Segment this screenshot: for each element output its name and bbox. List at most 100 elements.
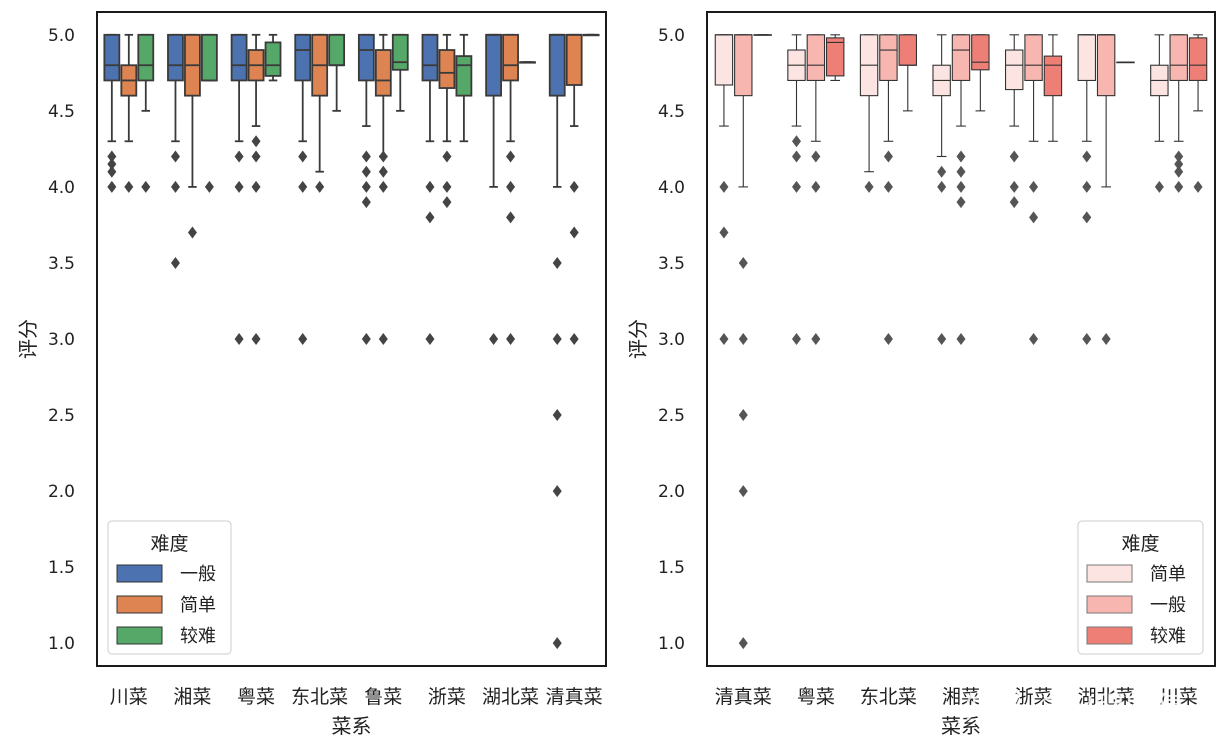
outlier-point — [361, 333, 371, 345]
box-body — [485, 33, 502, 97]
watermark: 知乎 @AI程序猿 — [966, 691, 1185, 726]
x-tick-label: 浙菜 — [428, 686, 466, 708]
outlier-point — [552, 256, 562, 269]
box-body — [103, 33, 121, 82]
box-body — [714, 34, 734, 86]
legend-swatch — [1086, 626, 1133, 645]
outlier-point — [552, 637, 562, 650]
box-body — [230, 33, 248, 82]
box-body — [421, 33, 439, 82]
outlier-point — [956, 333, 966, 345]
y-tick-label: 2.5 — [48, 406, 75, 426]
x-tick-label: 川菜 — [1160, 686, 1198, 708]
x-tick-label: 湘菜 — [173, 686, 211, 708]
left-chart: 1.0 1.5 2.0 2.5 3.0 3.5 4.0 4.5 5.0 川菜 湘菜 粤菜 东北菜 鲁菜 浙菜… — [16, 11, 607, 738]
outlier-point — [792, 150, 802, 163]
box-body — [137, 33, 155, 82]
outlier-point — [552, 409, 562, 422]
outlier-point — [1174, 158, 1184, 171]
outlier-point — [956, 165, 966, 178]
x-tick-label: 东北菜 — [860, 686, 917, 708]
outlier-point — [489, 333, 499, 345]
outlier-point — [792, 333, 802, 345]
outlier-point — [1154, 180, 1164, 193]
outlier-point — [442, 150, 452, 163]
outlier-point — [442, 180, 452, 193]
outlier-point — [937, 165, 947, 178]
box-body — [1169, 34, 1188, 81]
legend-title: 难度 — [150, 533, 188, 555]
legend-swatch — [116, 564, 163, 583]
outlier-point — [1029, 180, 1039, 193]
x-tick-label: 川菜 — [110, 686, 148, 708]
outlier-point — [234, 150, 244, 163]
x-axis-label: 菜系 — [332, 714, 372, 738]
outlier-point — [1009, 196, 1019, 209]
outlier-point — [883, 333, 893, 345]
plot-frame — [96, 11, 607, 667]
y-tick-label: 1.0 — [658, 634, 685, 654]
y-tick-label: 2.0 — [658, 482, 685, 502]
box-body — [565, 33, 583, 86]
legend-title: 难度 — [1121, 533, 1159, 555]
outlier-point — [315, 180, 325, 193]
box-body — [438, 49, 456, 89]
outlier-point — [506, 180, 516, 193]
box-body — [1043, 55, 1063, 97]
legend-box — [1077, 520, 1204, 655]
outlier-point — [251, 135, 261, 148]
outlier-point — [378, 150, 388, 163]
legend-label: 简单 — [1150, 564, 1186, 585]
outlier-point — [1174, 165, 1184, 178]
outlier-point — [298, 180, 308, 193]
legend-swatch — [116, 595, 163, 614]
outlier-point — [1082, 333, 1092, 345]
outlier-point — [1082, 180, 1092, 193]
outlier-point — [107, 180, 117, 193]
x-tick-label: 粤菜 — [237, 686, 275, 708]
outlier-point — [170, 180, 180, 193]
outlier-point — [956, 150, 966, 163]
outlier-point — [719, 180, 729, 193]
outlier-point — [569, 180, 579, 193]
box-body — [898, 34, 918, 66]
outlier-point — [719, 333, 729, 345]
outlier-point — [569, 226, 579, 239]
outlier-point — [361, 180, 371, 193]
box-body — [1188, 37, 1208, 81]
outlier-point — [170, 256, 180, 269]
x-tick-label: 浙菜 — [1015, 686, 1053, 708]
y-tick-label: 3.0 — [48, 330, 75, 350]
y-tick-label: 1.5 — [48, 558, 75, 578]
outlier-point — [506, 333, 516, 345]
y-tick-label: 4.0 — [48, 178, 75, 198]
x-tick-label: 湖北菜 — [1078, 686, 1135, 708]
box-body — [806, 34, 826, 81]
box-body — [167, 33, 184, 82]
outlier-point — [361, 165, 371, 178]
y-tick-label: 4.5 — [658, 102, 685, 122]
y-tick-label: 1.5 — [658, 558, 685, 578]
outlier-point — [141, 180, 151, 193]
outlier-point — [204, 180, 214, 193]
outlier-point — [1082, 211, 1092, 224]
outlier-point — [298, 150, 308, 163]
box-body — [374, 49, 392, 97]
x-axis-label: 菜系 — [941, 714, 981, 738]
outlier-point — [124, 180, 134, 193]
legend-swatch — [1086, 595, 1133, 614]
outlier-point — [811, 150, 821, 163]
box-body — [201, 33, 218, 82]
box-body — [502, 33, 519, 82]
right-chart: 1.0 1.5 2.0 2.5 3.0 3.5 4.0 4.5 5.0 清真菜 粤菜 东北菜 湘菜 浙菜 湖… — [626, 11, 1216, 738]
x-tick-label: 湖北菜 — [482, 686, 539, 708]
outlier-point — [506, 211, 516, 224]
legend-label: 一般 — [180, 564, 216, 585]
outlier-point — [1193, 180, 1203, 193]
outlier-point — [378, 333, 388, 345]
y-tick-label: 3.5 — [48, 254, 75, 274]
outlier-point — [251, 150, 261, 163]
outlier-point — [251, 333, 261, 345]
legend-label: 较难 — [180, 626, 216, 647]
